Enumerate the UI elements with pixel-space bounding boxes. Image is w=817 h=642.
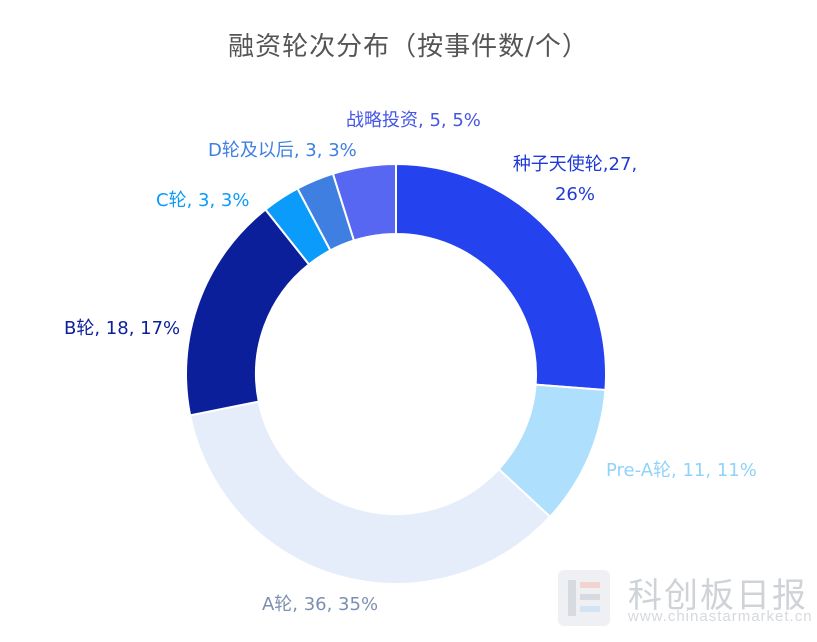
donut-slice-3 xyxy=(188,400,552,585)
slice-label-7: 战略投资, 5, 5% xyxy=(346,110,481,131)
slice-label-2: Pre-A轮, 11, 11% xyxy=(606,460,757,481)
donut-slice-7 xyxy=(331,162,397,242)
slice-label-5: C轮, 3, 3% xyxy=(156,190,249,211)
slice-label-4: B轮, 18, 17% xyxy=(64,318,180,339)
watermark-url: www.chinastarmarket.cn xyxy=(628,608,813,625)
slice-label-1: 种子天使轮,27, 26% xyxy=(513,154,637,205)
donut-slice-1 xyxy=(395,162,607,392)
chart-title: 融资轮次分布（按事件数/个） xyxy=(228,32,589,62)
watermark-logo-icon xyxy=(558,570,610,626)
slice-label-3: A轮, 36, 35% xyxy=(262,594,378,615)
slice-label-6: D轮及以后, 3, 3% xyxy=(208,140,357,161)
watermark-brand: 科创板日报 xyxy=(628,576,808,616)
